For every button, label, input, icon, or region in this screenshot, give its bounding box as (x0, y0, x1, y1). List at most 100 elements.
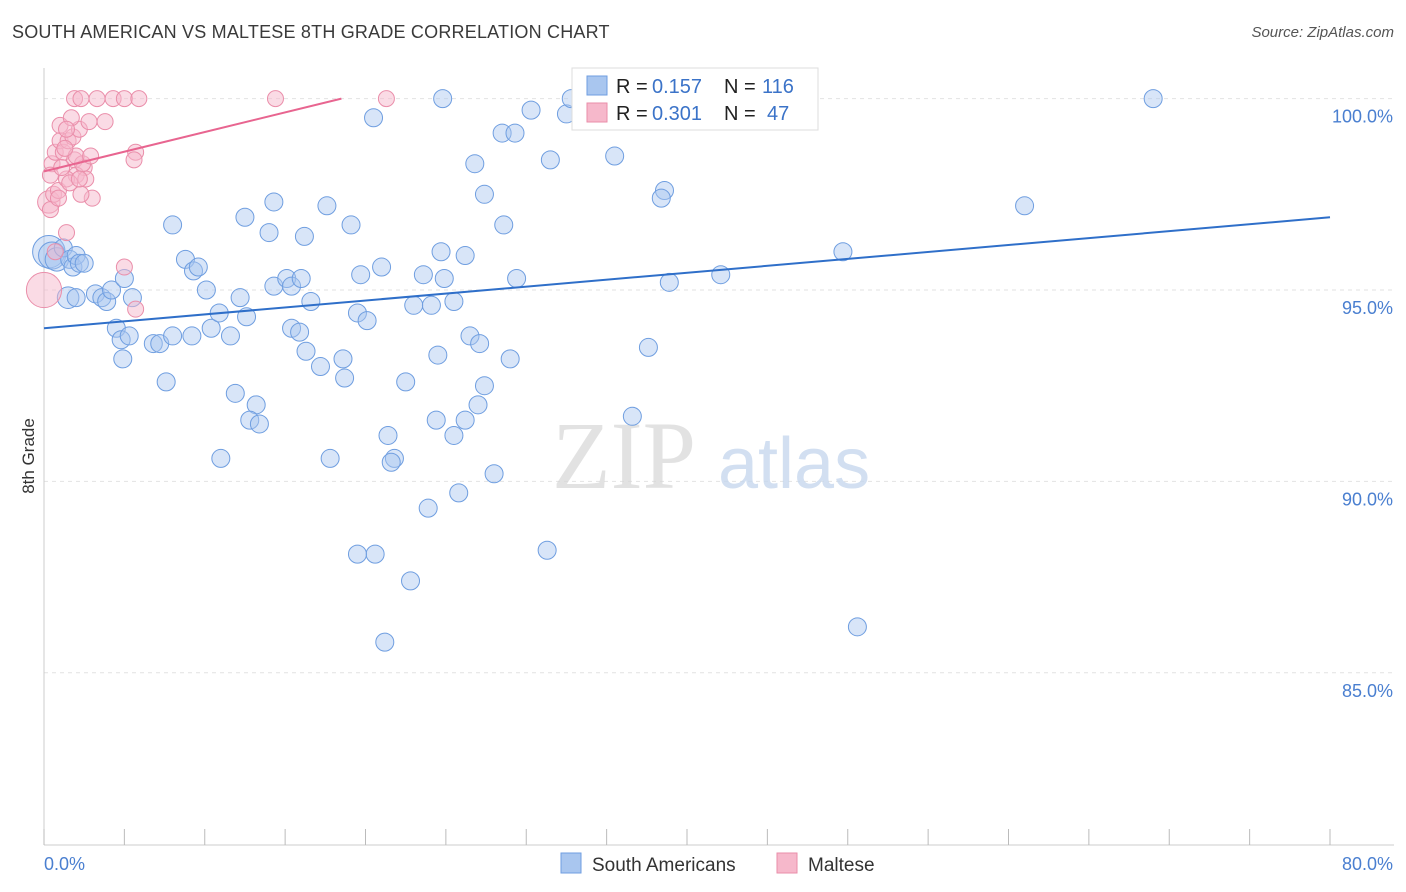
x-tick-labels: 0.0% 80.0% (44, 854, 1393, 874)
maltese-point (58, 120, 76, 138)
south-americans-point (507, 269, 527, 289)
south-americans-point (474, 184, 494, 204)
watermark: ZIP atlas (552, 402, 870, 509)
y-tick-label: 100.0% (1332, 107, 1393, 127)
south-americans-point (259, 223, 279, 243)
south-americans-point (426, 410, 446, 430)
legend-r-value-1: 0.157 (652, 76, 702, 98)
south-americans-point (428, 345, 448, 365)
south-americans-point (444, 291, 464, 311)
south-americans-point (66, 288, 86, 308)
south-americans-point (335, 368, 355, 388)
watermark-atlas: atlas (718, 424, 870, 504)
south-americans-point (444, 425, 464, 445)
maltese-point (70, 170, 88, 188)
south-americans-point (484, 464, 504, 484)
south-americans-point (651, 188, 671, 208)
y-axis-label: 8th Grade (19, 418, 38, 494)
maltese-points (25, 90, 395, 318)
south-americans-point (188, 257, 208, 277)
south-americans-point (421, 295, 441, 315)
y-tick-labels: 100.0% 95.0% 90.0% 85.0% (1332, 107, 1393, 701)
south-americans-point (659, 272, 679, 292)
south-americans-point (347, 544, 367, 564)
south-americans-point (431, 242, 451, 262)
source-label: Source: ZipAtlas.com (1251, 24, 1394, 41)
south-americans-point (347, 303, 367, 323)
south-americans-point (401, 571, 421, 591)
south-americans-point (1015, 196, 1035, 216)
south-americans-point (320, 448, 340, 468)
chart-title: SOUTH AMERICAN VS MALTESE 8TH GRADE CORR… (12, 22, 610, 42)
south-americans-point (375, 632, 395, 652)
maltese-point (266, 90, 284, 108)
south-americans-point (465, 154, 485, 174)
south-americans-point (291, 269, 311, 289)
maltese-point (46, 243, 64, 261)
legend-r-value-2: 0.301 (652, 103, 702, 125)
south-americans-point (97, 291, 117, 311)
south-americans-point (460, 326, 480, 346)
series-legend-label-south-americans: South Americans (592, 855, 736, 876)
south-americans-point (505, 123, 525, 143)
south-americans-point (163, 326, 183, 346)
south-americans-point (404, 295, 424, 315)
legend-n-value-1: 116 (762, 76, 794, 98)
south-americans-point (296, 341, 316, 361)
south-americans-point (240, 410, 260, 430)
south-americans-point (833, 242, 853, 262)
south-americans-point (364, 108, 384, 128)
south-americans-point (230, 288, 250, 308)
south-americans-point (455, 410, 475, 430)
legend-n-label-2: N = (724, 103, 756, 125)
south-americans-point (119, 326, 139, 346)
south-americans-point (396, 372, 416, 392)
south-americans-point (156, 372, 176, 392)
series-legend-swatch-south-americans (560, 852, 582, 874)
maltese-point (80, 113, 98, 131)
south-americans-point (282, 276, 302, 296)
legend-n-label-1: N = (724, 76, 756, 98)
maltese-trend-line (43, 97, 342, 173)
y-tick-label: 85.0% (1342, 681, 1393, 701)
south-americans-point (521, 100, 541, 120)
series-legend: South Americans Maltese (560, 852, 875, 876)
maltese-point (127, 300, 145, 318)
south-americans-point (470, 334, 490, 354)
stats-legend-box (571, 67, 819, 131)
maltese-point (56, 139, 74, 157)
south-americans-point (847, 617, 867, 637)
legend-r-label-1: R = (616, 76, 648, 98)
x-ticks (43, 829, 1331, 845)
south-americans-point (143, 334, 163, 354)
south-americans-point (225, 383, 245, 403)
south-americans-point (69, 253, 89, 273)
x-tick-label: 0.0% (44, 854, 85, 874)
x-tick-label: 80.0% (1342, 854, 1393, 874)
maltese-point (72, 90, 90, 108)
south-americans-point (249, 414, 269, 434)
south-americans-point (418, 498, 438, 518)
south-americans-point (622, 406, 642, 426)
south-americans-point (384, 448, 404, 468)
south-americans-point (294, 226, 314, 246)
south-americans-point (220, 326, 240, 346)
south-americans-point (378, 425, 398, 445)
legend-swatch-maltese (586, 102, 608, 123)
south-americans-point (310, 357, 330, 377)
maltese-point (49, 189, 67, 207)
maltese-point (25, 271, 63, 309)
y-tick-label: 90.0% (1342, 489, 1393, 509)
south-americans-point (413, 265, 433, 285)
south-americans-point (433, 89, 453, 109)
series-legend-swatch-maltese (776, 852, 798, 874)
south-americans-point (540, 150, 560, 170)
south-americans-point (317, 196, 337, 216)
maltese-point (377, 90, 395, 108)
south-americans-point (182, 326, 202, 346)
south-americans-point (434, 269, 454, 289)
south-americans-point (494, 215, 514, 235)
south-americans-points (32, 89, 1163, 652)
grid-lines (44, 98, 1394, 674)
